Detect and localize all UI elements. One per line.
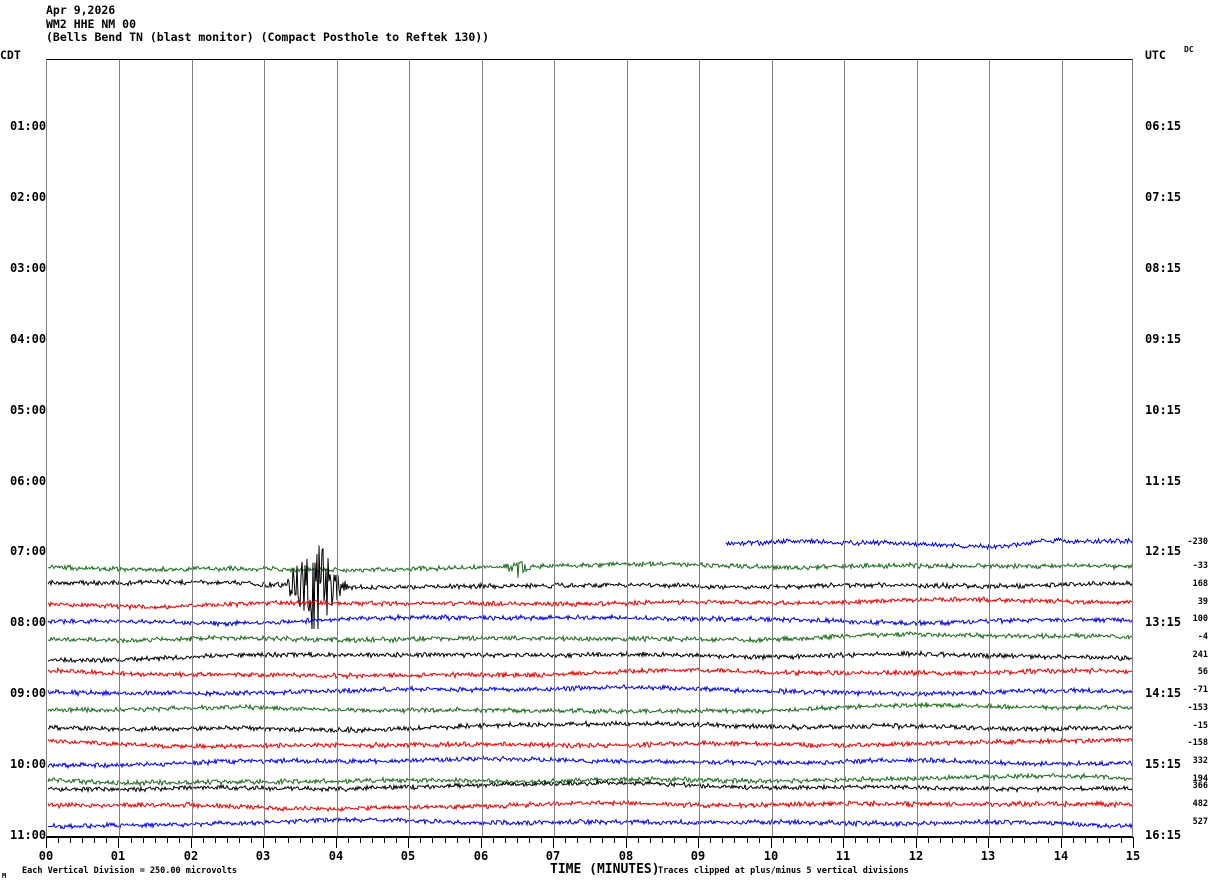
- right-time-label-0615: 06:15: [1145, 119, 1182, 133]
- left-time-label-0900: 09:00: [10, 686, 47, 701]
- header-block: Apr 9,2026 WM2 HHE NM 00 (Bells Bend TN …: [46, 3, 490, 45]
- left-time-label-0800: 08:00: [10, 615, 47, 630]
- right-time-label-1215: 12:15: [1145, 544, 1182, 559]
- trace-0-blue: [725, 536, 1132, 551]
- trace-2-black: [47, 545, 1132, 630]
- dc-column-header: DC: [1184, 45, 1194, 54]
- dc-value-15: 482: [1192, 799, 1208, 809]
- header-date: Apr 9,2026: [46, 3, 116, 17]
- header-channel: WM2 HHE NM 00: [46, 16, 137, 31]
- trace-5-green: [48, 631, 1132, 644]
- grid-line-minute-06: [482, 60, 483, 836]
- grid-line-minute-01: [119, 60, 120, 836]
- dc-value-10: -15: [1192, 721, 1208, 731]
- grid-line-minute-12: [917, 60, 918, 836]
- trace-14-black: [47, 779, 1132, 794]
- left-time-label-0300: 03:00: [10, 260, 47, 275]
- dc-value-14: 366: [1192, 781, 1208, 791]
- dc-value-12: 332: [1192, 756, 1208, 766]
- dc-value-3: 39: [1197, 597, 1208, 607]
- right-time-label-1315: 13:15: [1145, 615, 1182, 630]
- grid-line-minute-07: [554, 60, 555, 836]
- seismic-traces: [47, 536, 1132, 830]
- right-time-label-0715: 07:15: [1145, 189, 1182, 204]
- dc-value-6: 241: [1192, 650, 1208, 660]
- left-time-label-1100: 11:00: [10, 828, 47, 842]
- left-time-label-0500: 05:00: [10, 402, 47, 417]
- right-time-label-1415: 14:15: [1145, 686, 1182, 701]
- grid-line-minute-05: [409, 60, 410, 836]
- dc-value-2: 168: [1192, 579, 1208, 589]
- grid-line-minute-09: [699, 60, 700, 836]
- right-time-label-1615: 16:15: [1145, 828, 1182, 842]
- right-time-label-1115: 11:15: [1145, 473, 1182, 488]
- dc-value-11: -158: [1187, 738, 1208, 748]
- trace-7-red: [47, 666, 1132, 680]
- right-time-label-0915: 09:15: [1145, 331, 1182, 346]
- dc-value-9: -153: [1187, 703, 1208, 713]
- grid-line-minute-13: [989, 60, 990, 836]
- clipping-note: Traces clipped at plus/minus 5 vertical …: [658, 866, 909, 876]
- grid-line-minute-02: [192, 60, 193, 836]
- right-timezone-label: UTC: [1145, 48, 1166, 62]
- left-time-label-0200: 02:00: [10, 189, 47, 204]
- dc-value-4: 100: [1192, 614, 1208, 624]
- trace-16-blue: [47, 816, 1132, 830]
- right-time-label-1015: 10:15: [1145, 402, 1182, 417]
- dc-value-7: 56: [1197, 667, 1208, 677]
- left-time-label-1000: 10:00: [10, 757, 47, 772]
- trace-4-blue: [47, 613, 1132, 628]
- left-time-label-0700: 07:00: [10, 544, 47, 559]
- helicorder-plot[interactable]: [46, 59, 1133, 837]
- footer-corner-mark: M: [2, 872, 7, 880]
- trace-12-blue: [47, 754, 1132, 770]
- grid-line-minute-10: [772, 60, 773, 836]
- dc-value-16: 527: [1192, 817, 1208, 827]
- left-time-label-0600: 06:00: [10, 473, 47, 488]
- left-time-label-0400: 04:00: [10, 331, 47, 346]
- trace-9-green: [47, 701, 1132, 716]
- x-axis-title: TIME (MINUTES): [550, 862, 660, 877]
- right-time-label-0815: 08:15: [1145, 260, 1182, 275]
- trace-6-black: [48, 649, 1132, 664]
- dc-value-1: -33: [1192, 561, 1208, 571]
- trace-3-red: [47, 595, 1132, 612]
- left-time-label-0100: 01:00: [10, 119, 47, 133]
- trace-13-green: [47, 771, 1132, 787]
- grid-line-minute-14: [1062, 60, 1063, 836]
- dc-value-8: -71: [1192, 685, 1208, 695]
- grid-line-minute-03: [264, 60, 265, 836]
- grid-line-minute-08: [627, 60, 628, 836]
- trace-11-red: [47, 736, 1132, 751]
- header-description: (Bells Bend TN (blast monitor) (Compact …: [46, 30, 490, 44]
- vertical-scale-note: Each Vertical Division = 250.00 microvol…: [22, 866, 237, 876]
- trace-1-green: [47, 560, 1132, 578]
- grid-line-minute-04: [337, 60, 338, 836]
- left-timezone-label: CDT: [0, 48, 21, 62]
- trace-15-red: [47, 799, 1132, 813]
- dc-value-0: -230: [1187, 537, 1208, 547]
- dc-value-13: 194: [1192, 774, 1208, 784]
- grid-line-minute-11: [844, 60, 845, 836]
- trace-8-blue: [47, 683, 1132, 698]
- right-time-label-1515: 15:15: [1145, 757, 1182, 772]
- dc-value-5: -4: [1197, 632, 1208, 642]
- trace-10-black: [47, 719, 1132, 735]
